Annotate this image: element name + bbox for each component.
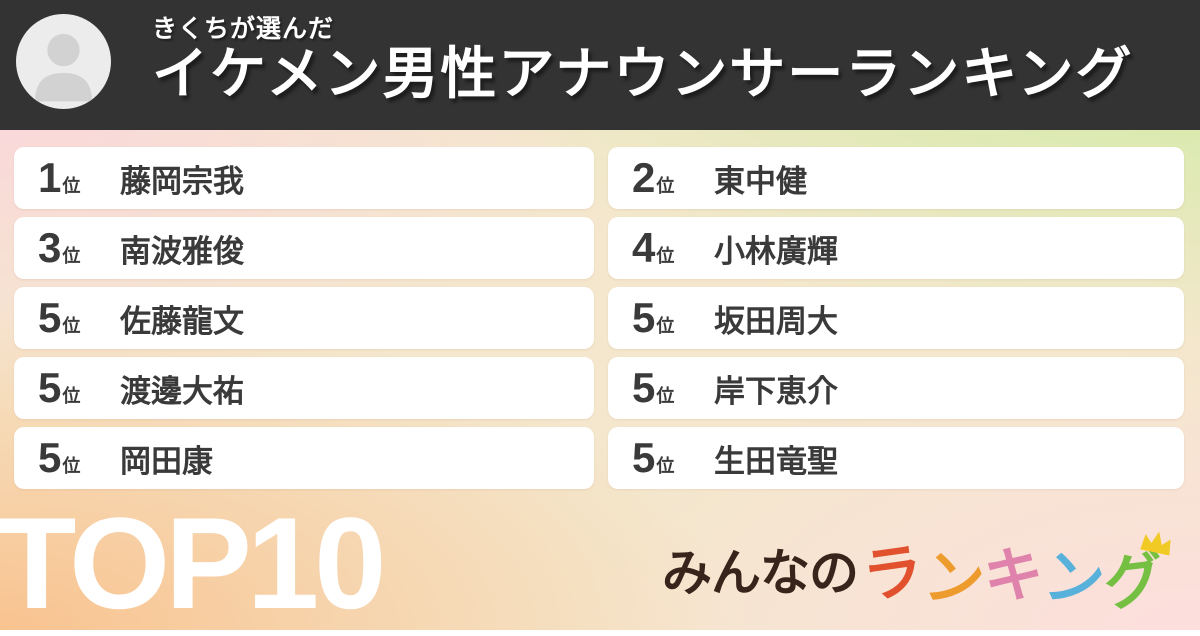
rank-number: 5	[632, 434, 656, 481]
ranked-name: 藤岡宗我	[120, 163, 244, 199]
ranked-name: 南波雅俊	[120, 233, 244, 269]
ranked-name: 生田竜聖	[714, 443, 838, 479]
rank-number: 5	[38, 364, 62, 411]
logo-colored-text: ラ ン キ ン グ	[858, 531, 1171, 618]
rank-suffix: 位	[62, 176, 81, 196]
rank-suffix: 位	[62, 316, 81, 336]
logo-char-n1: ン	[920, 542, 989, 617]
rank-number: 1	[38, 154, 62, 201]
logo-char-n2: ン	[1039, 542, 1109, 617]
ranked-name: 岸下恵介	[714, 373, 838, 409]
ranked-name: 岡田康	[120, 443, 213, 479]
page-title: イケメン男性アナウンサーランキング	[152, 42, 1134, 105]
rank-number: 5	[38, 434, 62, 481]
rank-suffix: 位	[656, 456, 675, 476]
rank-number: 2	[632, 154, 656, 201]
rank-suffix: 位	[62, 246, 81, 266]
rank-suffix: 位	[656, 316, 675, 336]
ranked-name: 坂田周大	[714, 303, 838, 339]
header-subtitle: きくちが選んだ	[152, 15, 335, 43]
rank-number: 5	[632, 364, 656, 411]
rank-number: 5	[38, 294, 62, 341]
logo-char-ra: ラ	[858, 536, 928, 611]
rank-number: 4	[632, 224, 656, 271]
rank-suffix: 位	[656, 386, 675, 406]
rank-suffix: 位	[656, 176, 675, 196]
ranked-name: 東中健	[714, 163, 807, 199]
rank-number: 5	[632, 294, 656, 341]
crown-icon	[1140, 531, 1171, 556]
avatar	[16, 14, 111, 109]
logo-char-gu: グ	[1100, 544, 1168, 619]
site-logo[interactable]: みんなの ラ ン キ ン グ	[662, 526, 1171, 618]
header-text: きくちが選んだ イケメン男性アナウンサーランキング	[152, 14, 1134, 104]
ranked-name: 小林廣輝	[714, 233, 838, 269]
rank-suffix: 位	[62, 386, 81, 406]
logo-char-ki: キ	[981, 540, 1046, 612]
header-bar: きくちが選んだ イケメン男性アナウンサーランキング	[0, 0, 1200, 130]
logo-prefix: みんなの	[662, 545, 859, 601]
ranked-name: 佐藤龍文	[120, 303, 244, 339]
ranked-name: 渡邊大祐	[120, 373, 244, 409]
top10-watermark: TOP10	[0, 490, 386, 636]
rank-suffix: 位	[62, 456, 81, 476]
rank-suffix: 位	[656, 246, 675, 266]
person-icon	[35, 33, 92, 102]
rank-number: 3	[38, 224, 62, 271]
